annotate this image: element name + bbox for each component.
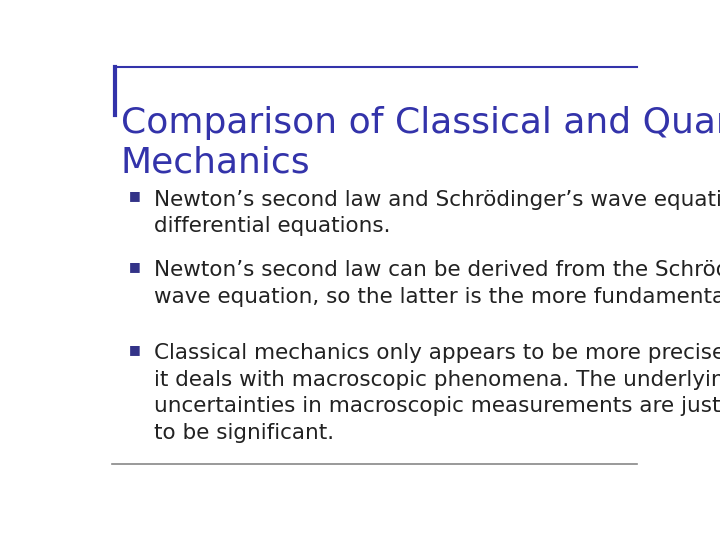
Text: Classical mechanics only appears to be more precise because
it deals with macros: Classical mechanics only appears to be m…: [154, 343, 720, 443]
Text: Newton’s second law can be derived from the Schrödinger
wave equation, so the la: Newton’s second law can be derived from …: [154, 260, 720, 307]
Text: ■: ■: [129, 260, 141, 273]
Text: ■: ■: [129, 343, 141, 356]
Text: Newton’s second law and Schrödinger’s wave equation are both
differential equati: Newton’s second law and Schrödinger’s wa…: [154, 190, 720, 236]
Text: Comparison of Classical and Quantum
Mechanics: Comparison of Classical and Quantum Mech…: [121, 106, 720, 180]
Text: ■: ■: [129, 190, 141, 202]
